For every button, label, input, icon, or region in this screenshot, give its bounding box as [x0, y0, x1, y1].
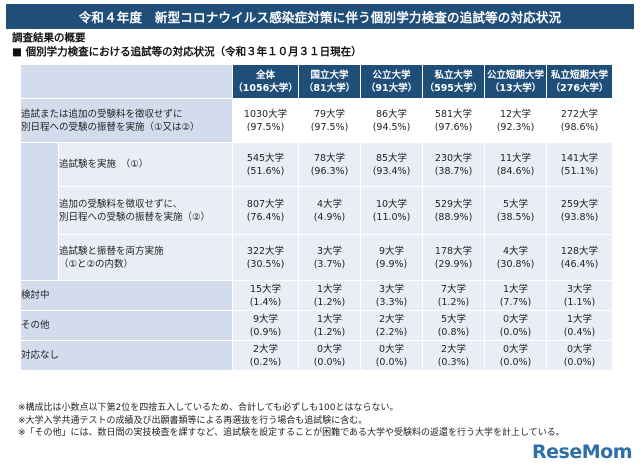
row-label: 対応なし [20, 340, 233, 371]
table-cell: 9大学 (0.9%) [232, 310, 299, 341]
table-cell: 322大学 (30.5%) [232, 234, 299, 281]
column-header-private: 私立大学 （595大学） [422, 64, 485, 99]
table-cell: 2大学 (2.2%) [360, 310, 423, 341]
table-cell: 529大学 (88.9%) [422, 186, 485, 235]
section-label: 調査結果の概要 [12, 32, 86, 44]
row-label: 追試験と振替を両方実施 （①と②の内数） [58, 234, 233, 281]
table-cell: 11大学 (84.6%) [484, 142, 547, 187]
table-cell: 7大学 (1.2%) [422, 280, 485, 311]
table-cell: 0大学 (0.0%) [298, 340, 361, 371]
table-cell: 128大学 (46.4%) [546, 234, 613, 281]
column-header-public-junior: 公立短期大学 （13大学） [484, 64, 547, 99]
table-cell: 85大学 (93.4%) [360, 142, 423, 187]
page-title: 令和４年度 新型コロナウイルス感染症対策に伴う個別学力検査の追試等の対応状況 [6, 4, 634, 29]
footnote: ※構成比は小数点以下第2位を四捨五入しているため、合計しても必ずしも100とはな… [18, 403, 399, 413]
table-cell: 545大学 (51.6%) [232, 142, 299, 187]
table-cell: 178大学 (29.9%) [422, 234, 485, 281]
table-cell: 4大学 (30.8%) [484, 234, 547, 281]
table-cell: 86大学 (94.5%) [360, 98, 423, 143]
table-cell: 0大学 (0.0%) [484, 340, 547, 371]
row-label: 追試験を実施 （①） [58, 142, 233, 187]
table-cell: 3大学 (1.1%) [546, 280, 613, 311]
table-cell: 2大学 (0.2%) [232, 340, 299, 371]
table-cell: 15大学 (1.4%) [232, 280, 299, 311]
table-cell: 5大学 (38.5%) [484, 186, 547, 235]
results-table: 全体 （1056大学） 国立大学 （81大学） 公立大学 （91大学） 私立大学 （59… [20, 64, 613, 371]
column-header-private-junior: 私立短期大学 （276大学） [546, 64, 613, 99]
column-header-public: 公立大学 （91大学） [360, 64, 423, 99]
table-row: 対応なし 2大学 (0.2%) 0大学 (0.0%) 0大学 (0.0%) 2大学 (0… [20, 340, 613, 371]
table-cell: 0大学 (0.0%) [546, 340, 613, 371]
table-row: 検討中 15大学 (1.4%) 1大学 (1.2%) 3大学 (3.3%) 7大学 (1… [20, 280, 613, 311]
footnote: ※「その他」には、数日間の実技検査を課すなど、追試験を設定することが困難である大… [18, 428, 565, 438]
table-row: 追試または追加の受験料を徴収せずに 別日程への受験の振替を実施（①又は②） 103… [20, 98, 613, 143]
table-cell: 0大学 (0.0%) [484, 310, 547, 341]
table-cell: 9大学 (9.9%) [360, 234, 423, 281]
row-label: 追加の受験料を徴収せずに、 別日程への受験の振替を実施（②） [58, 186, 233, 235]
table-cell: 1大学 (7.7%) [484, 280, 547, 311]
table-row: その他 9大学 (0.9%) 1大学 (1.2%) 2大学 (2.2%) 5大学 (0.… [20, 310, 613, 341]
header-blank-cell [20, 64, 233, 99]
table-cell: 12大学 (92.3%) [484, 98, 547, 143]
table-cell: 2大学 (0.3%) [422, 340, 485, 371]
table-cell: 4大学 (4.9%) [298, 186, 361, 235]
table-cell: 79大学 (97.5%) [298, 98, 361, 143]
row-label: その他 [20, 310, 233, 341]
table-row: 追加の受験料を徴収せずに、 別日程への受験の振替を実施（②） 807大学 (76.4… [21, 186, 613, 235]
resemom-logo: ReseMom [532, 441, 632, 463]
column-header-all: 全体 （1056大学） [232, 64, 299, 99]
table-cell: 3大学 (3.7%) [298, 234, 361, 281]
table-cell: 3大学 (3.3%) [360, 280, 423, 311]
row-label: 追試または追加の受験料を徴収せずに 別日程への受験の振替を実施（①又は②） [20, 98, 233, 143]
table-cell: 10大学 (11.0%) [360, 186, 423, 235]
table-cell: 272大学 (98.6%) [546, 98, 613, 143]
table-cell: 141大学 (51.1%) [546, 142, 613, 187]
table-row: 追試験を実施 （①） 545大学 (51.6%) 78大学 (96.3%) 85大学… [20, 142, 613, 281]
table-cell: 581大学 (97.6%) [422, 98, 485, 143]
footnote: ※大学入学共通テストの成績及び出願書類等による再選抜を行う場合も追試験に含む。 [18, 415, 368, 426]
table-cell: 1大学 (1.2%) [298, 280, 361, 311]
table-cell: 1大学 (0.4%) [546, 310, 613, 341]
table-cell: 807大学 (76.4%) [232, 186, 299, 235]
table-cell: 78大学 (96.3%) [298, 142, 361, 187]
table-cell: 1大学 (1.2%) [298, 310, 361, 341]
table-cell: 5大学 (0.8%) [422, 310, 485, 341]
row-label: 検討中 [20, 280, 233, 311]
column-header-national: 国立大学 （81大学） [298, 64, 361, 99]
table-cell: 230大学 (38.7%) [422, 142, 485, 187]
table-header-row: 全体 （1056大学） 国立大学 （81大学） 公立大学 （91大学） 私立大学 （59… [20, 64, 613, 99]
table-cell: 0大学 (0.0%) [360, 340, 423, 371]
footnotes: ※構成比は小数点以下第2位を四捨五入しているため、合計しても必ずしも100とはな… [18, 402, 565, 440]
table-cell: 1030大学 (97.5%) [232, 98, 299, 143]
indent-cell [20, 142, 59, 281]
table-row: 追試験と振替を両方実施 （①と②の内数） 322大学 (30.5%) 3大学 (3.7… [21, 234, 613, 281]
table-cell: 259大学 (93.8%) [546, 186, 613, 235]
table-caption: ■ 個別学力検査における追試等の対応状況（令和３年１０月３１日現在） [12, 46, 362, 58]
